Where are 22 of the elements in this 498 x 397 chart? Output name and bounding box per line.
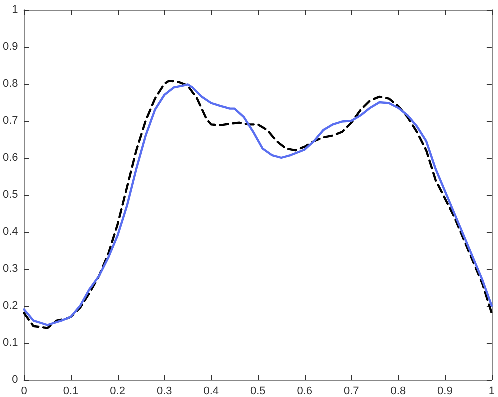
x-tick-label: 0.3 <box>156 386 172 397</box>
x-tick-label: 0.1 <box>63 386 79 397</box>
y-tick-label: 0.2 <box>2 300 18 312</box>
x-tick-label: 1 <box>488 386 496 397</box>
x-tick-label: 0.4 <box>204 386 219 397</box>
y-tick-label: 0.4 <box>2 226 18 238</box>
y-tick-label: 0.5 <box>2 189 18 201</box>
x-tick-label: 0.2 <box>110 386 126 397</box>
x-tick-label: 0.6 <box>297 386 313 397</box>
y-tick-label: 0.9 <box>2 41 18 53</box>
y-tick-label: 0.7 <box>2 115 18 127</box>
x-tick-label: 0.5 <box>250 386 266 397</box>
y-tick-label: 1 <box>12 4 18 16</box>
x-tick-label: 0.7 <box>344 386 360 397</box>
x-tick-label: 0 <box>21 386 28 397</box>
y-tick-label: 0.8 <box>2 78 18 90</box>
x-tick-label: 0.9 <box>438 386 453 397</box>
y-tick-label: 0.3 <box>2 263 18 275</box>
y-tick-label: 0.1 <box>2 337 18 349</box>
x-tick-label: 0.8 <box>390 386 406 397</box>
y-tick-label: 0 <box>12 374 18 386</box>
y-tick-label: 0.6 <box>2 152 18 164</box>
